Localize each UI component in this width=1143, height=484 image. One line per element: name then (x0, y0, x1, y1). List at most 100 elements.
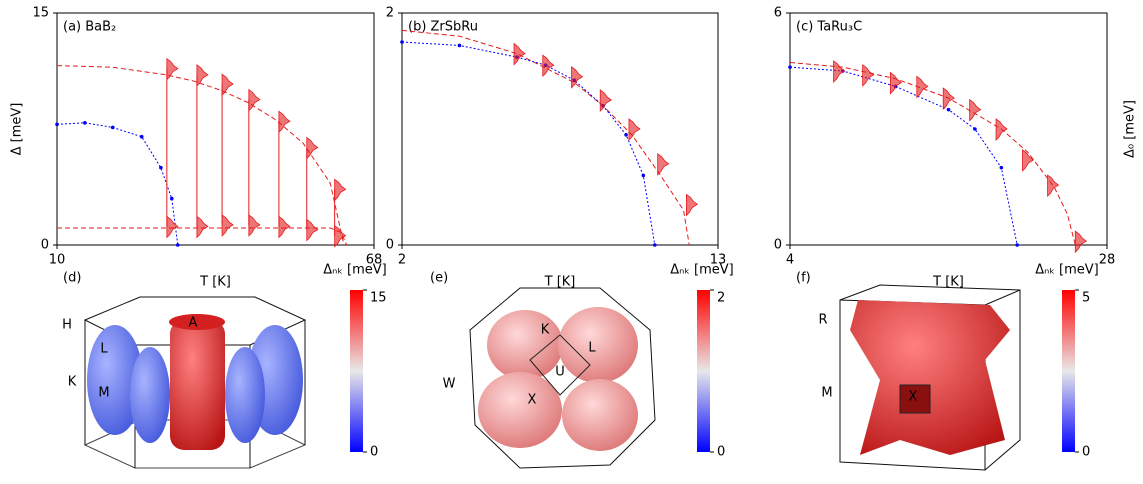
curve-marker (110, 125, 115, 130)
colorbar-tick-label: 2 (717, 291, 725, 306)
colorbar-tick-label: 0 (717, 445, 725, 460)
gap-distribution (221, 73, 234, 97)
gap-distribution (916, 75, 929, 99)
y-tick-label: 2 (386, 6, 394, 21)
curve (56, 122, 179, 246)
k-point-label: K (68, 375, 77, 390)
gap-distribution (334, 224, 347, 248)
curve-marker (788, 65, 792, 69)
gap-distribution (686, 193, 699, 217)
y-tick-label: 0 (41, 238, 49, 253)
k-point-label: A (189, 316, 198, 331)
gap-distribution (196, 215, 209, 239)
y2-axis-label: Δ₀ [meV] (1123, 100, 1138, 158)
curve-marker (83, 121, 87, 125)
y-tick-label: 0 (774, 238, 782, 253)
curve (57, 227, 348, 246)
k-point-label: R (818, 313, 827, 328)
x-tick-label: 2 (398, 253, 406, 268)
curve-marker (457, 43, 462, 48)
gap-distribution (1074, 230, 1088, 254)
panel-label: (c) TaRu₃C (796, 20, 862, 35)
gap-distribution (196, 64, 209, 87)
curve-marker (55, 122, 59, 127)
curve-marker (973, 127, 977, 131)
gap-distribution (571, 66, 584, 89)
fermi-surface-f (839, 284, 1021, 471)
gap-distribution (942, 87, 955, 111)
x-tick-label: 13 (710, 253, 727, 268)
plot-frame (56, 12, 375, 246)
gap-distribution (306, 136, 319, 160)
curve (789, 61, 1076, 246)
gap-distribution (657, 153, 670, 176)
gap-distribution (306, 218, 319, 242)
colorbar-title: Δₙₖ [meV] (323, 263, 386, 278)
colorbar-title: Δₙₖ [meV] (670, 263, 733, 278)
gap-distribution (513, 42, 526, 66)
curve-marker (159, 165, 163, 170)
gap-distribution (862, 64, 875, 87)
k-point-label: H (62, 318, 72, 333)
curve (56, 65, 345, 246)
colorbar-tick-label: 0 (1082, 445, 1090, 460)
gap-distribution (334, 178, 347, 202)
gap-distribution (278, 215, 291, 239)
plot-frame (789, 12, 1108, 246)
gap-distribution (995, 118, 1008, 141)
curve-marker (139, 134, 144, 139)
colorbar (350, 290, 363, 452)
k-point-label: X (909, 390, 918, 405)
gap-distribution (599, 89, 612, 112)
x-tick-label: 4 (786, 253, 794, 268)
curve-marker (1015, 243, 1019, 247)
k-point-label: U (555, 365, 565, 380)
curve-marker (624, 133, 628, 137)
gap-distribution (1022, 149, 1035, 172)
curve-marker (999, 165, 1004, 170)
gap-distribution (969, 98, 982, 122)
plot-frame (401, 12, 719, 246)
k-point-label: L (100, 342, 108, 357)
x-tick-label: 28 (1099, 253, 1116, 268)
gap-distribution (1047, 174, 1060, 198)
y-tick-label: 15 (32, 6, 49, 21)
k-point-label: W (443, 377, 456, 392)
panel-label: (f) (796, 271, 811, 286)
panel-label: (b) ZrSbRu (408, 20, 478, 35)
gap-distribution (248, 88, 261, 112)
panel-label: (a) BaB₂ (63, 20, 116, 35)
curve-marker (946, 107, 951, 112)
panel-label: (d) (63, 271, 81, 286)
k-point-label: X (528, 393, 537, 408)
colorbar-tick-label: 5 (1082, 291, 1090, 306)
panel-label: (e) (430, 271, 448, 286)
x-tick-label: 68 (366, 253, 383, 268)
curve-marker (400, 40, 404, 44)
x-tick-label: 10 (49, 253, 66, 268)
curve-marker (641, 173, 646, 178)
curve (789, 66, 1018, 246)
colorbar (1062, 290, 1075, 452)
curve-marker (653, 243, 657, 247)
curve-marker (175, 243, 180, 247)
k-point-label: K (541, 323, 550, 338)
gap-distribution (628, 118, 641, 141)
k-point-label: M (98, 386, 109, 401)
fermi-surface-d (83, 296, 307, 469)
y-axis-label: Δ [meV] (10, 103, 25, 156)
gap-distribution (542, 54, 555, 78)
gap-distribution (166, 57, 179, 81)
colorbar (697, 290, 710, 452)
colorbar-tick-label: 0 (370, 445, 378, 460)
y-tick-label: 0 (386, 238, 394, 253)
gap-distribution (248, 214, 261, 237)
gap-distribution (278, 110, 291, 134)
curve-marker (169, 196, 174, 201)
k-point-label: L (588, 341, 596, 356)
fermi-surface-e (469, 287, 656, 469)
k-point-label: M (821, 386, 832, 401)
colorbar-title: Δₙₖ [meV] (1035, 263, 1098, 278)
gap-distribution (166, 215, 179, 239)
